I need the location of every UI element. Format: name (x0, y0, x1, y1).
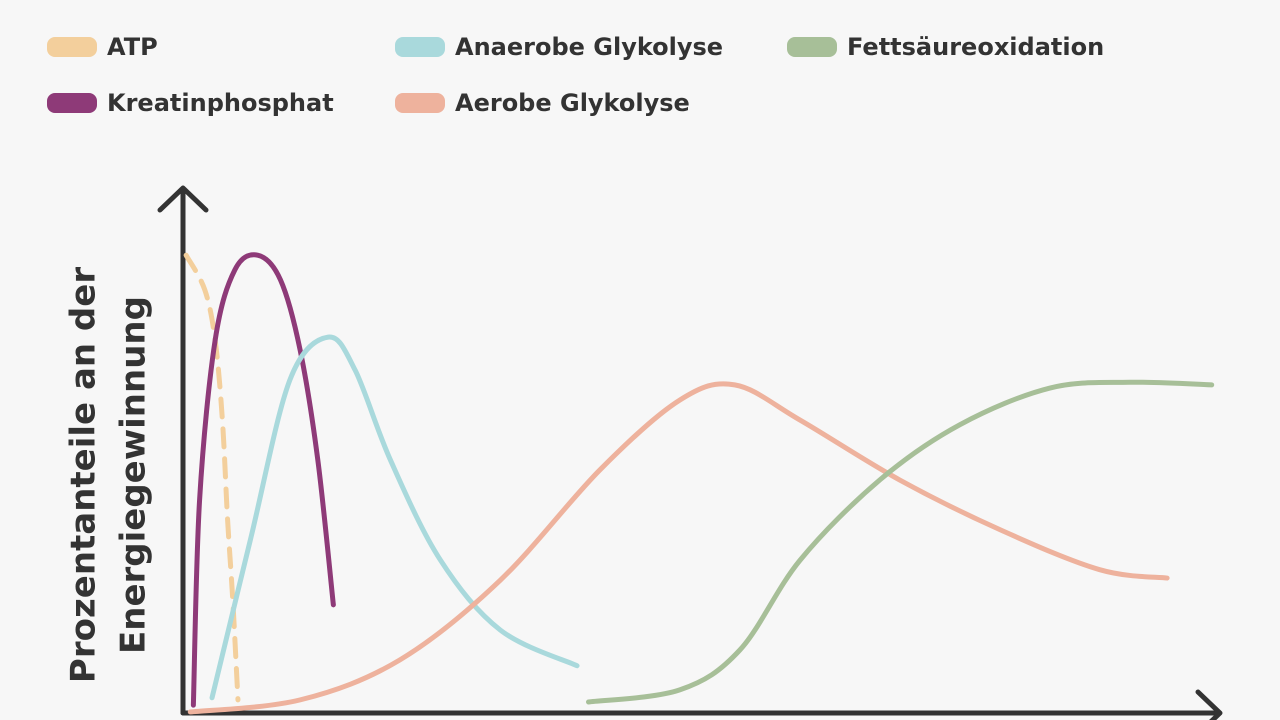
y-axis-arrow (157, 185, 209, 213)
x-axis-arrow (1195, 689, 1223, 720)
y-axis-label: Prozentanteile an der (64, 267, 104, 683)
series-line (183, 252, 241, 703)
series-line (209, 334, 580, 701)
series-line (190, 252, 336, 708)
legend-label: ATP (107, 33, 158, 61)
legend-label: Kreatinphosphat (107, 89, 334, 117)
y-axis-label: Energiegewinnung (114, 296, 154, 654)
series-line (187, 381, 1170, 715)
legend-swatch (47, 37, 97, 57)
legend-label: Anaerobe Glykolyse (455, 33, 723, 61)
series-line (585, 379, 1215, 705)
legend-label: Aerobe Glykolyse (455, 89, 690, 117)
axes (157, 185, 1223, 720)
legend-label: Fettsäureoxidation (847, 33, 1104, 61)
legend-swatch (395, 37, 445, 57)
legend-swatch (395, 93, 445, 113)
legend-swatch (47, 93, 97, 113)
legend-swatch (787, 37, 837, 57)
